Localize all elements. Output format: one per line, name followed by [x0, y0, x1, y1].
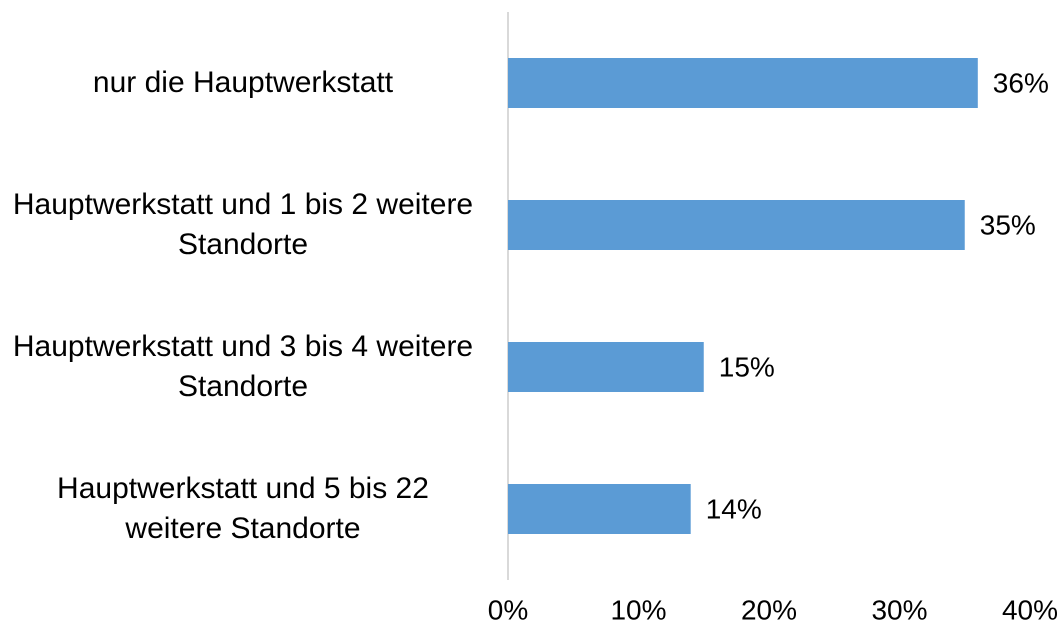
y-tick-label: Hauptwerkstatt und 1 bis 2 weitere Stand…	[12, 188, 474, 261]
y-tick-label: Hauptwerkstatt und 3 bis 4 weitere Stand…	[12, 330, 474, 403]
value-label: 14%	[706, 493, 762, 524]
x-tick-label: 10%	[610, 594, 666, 625]
y-tick-label: nur die Hauptwerkstatt	[92, 66, 394, 99]
y-tick-label: Hauptwerkstatt und 5 bis 22 weitere Stan…	[57, 472, 429, 545]
bar	[508, 58, 978, 108]
bar	[508, 484, 691, 534]
value-label: 15%	[719, 351, 775, 382]
x-tick-label: 40%	[1002, 594, 1058, 625]
x-tick-label: 20%	[741, 594, 797, 625]
value-label: 35%	[980, 209, 1036, 240]
bar	[508, 342, 704, 392]
x-tick-label: 30%	[871, 594, 927, 625]
x-tick-label: 0%	[488, 594, 528, 625]
value-label: 36%	[993, 67, 1049, 98]
bar	[508, 200, 965, 250]
